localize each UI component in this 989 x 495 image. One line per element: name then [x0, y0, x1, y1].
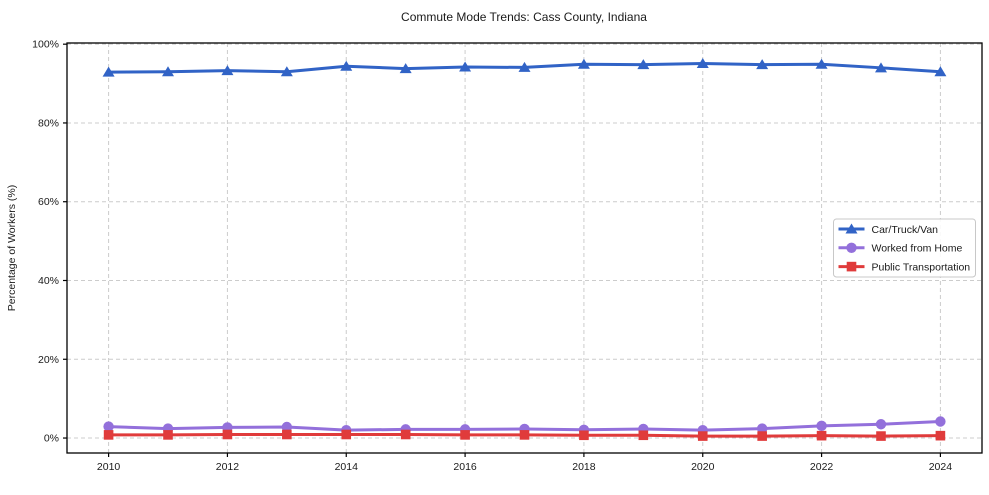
marker-car-truck-van-2011	[162, 66, 175, 77]
marker-worked-from-home-2023	[875, 419, 887, 430]
marker-car-truck-van-2022	[815, 58, 828, 69]
marker-public-transportation-2012	[222, 429, 233, 440]
marker-worked-from-home-2021	[756, 423, 768, 434]
x-tick-label-2024: 2024	[929, 461, 953, 473]
marker-public-transportation-2024	[935, 430, 946, 441]
marker-worked-from-home-2013	[281, 421, 293, 433]
marker-car-truck-van-2021	[756, 59, 769, 70]
x-tick-label-2012: 2012	[216, 461, 240, 473]
marker-car-truck-van-2020	[696, 57, 709, 68]
marker-car-truck-van-2014	[340, 60, 353, 71]
marker-worked-from-home-2010	[103, 421, 114, 432]
marker-worked-from-home-2024	[935, 416, 946, 427]
marker-public-transportation-2016	[460, 430, 470, 440]
y-axis-label: Percentage of Workers (%)	[6, 185, 18, 311]
marker-car-truck-van-2012	[221, 65, 234, 76]
legend: Car/Truck/Van Worked from Home Public Tran…	[833, 218, 976, 278]
marker-car-truck-van-2013	[280, 66, 293, 77]
y-tick-label-60: 60%	[38, 196, 59, 208]
marker-public-transportation-2023	[876, 431, 886, 441]
marker-car-truck-van-2018	[577, 58, 590, 69]
legend-marker-car-truck-van	[845, 223, 858, 234]
y-tick-label-0: 0%	[44, 433, 59, 445]
x-tick-label-2018: 2018	[572, 461, 596, 473]
marker-public-transportation-2013	[282, 429, 292, 440]
plot-border	[66, 42, 983, 454]
legend-label-worked-from-home: Worked from Home	[872, 243, 963, 255]
y-tick-label-80: 80%	[38, 117, 59, 129]
marker-public-transportation-2015	[400, 429, 411, 440]
marker-car-truck-van-2016	[459, 61, 472, 72]
marker-car-truck-van-2010	[102, 66, 115, 77]
legend-marker-worked-from-home	[846, 242, 857, 253]
y-tick-label-20: 20%	[38, 354, 59, 366]
marker-public-transportation-2017	[519, 430, 530, 440]
marker-car-truck-van-2023	[874, 62, 887, 73]
marker-public-transportation-2011	[163, 430, 173, 440]
marker-car-truck-van-2019	[637, 59, 650, 70]
y-tick-label-100: 100%	[32, 39, 59, 51]
x-tick-label-2022: 2022	[810, 461, 834, 473]
legend-marker-public-transportation	[846, 261, 857, 272]
marker-car-truck-van-2015	[399, 63, 412, 74]
axis-ticks: 0% 20% 40% 60% 80% 100% 2010 2012 2014 2016 2018 20…	[32, 39, 952, 473]
marker-car-truck-van-2024	[934, 66, 947, 77]
x-tick-label-2020: 2020	[691, 461, 715, 473]
chart-title: Commute Mode Trends: Cass County, Indian…	[401, 10, 647, 24]
legend-label-public-transportation: Public Transportation	[872, 261, 971, 273]
marker-public-transportation-2010	[103, 430, 114, 440]
marker-car-truck-van-2017	[518, 61, 531, 72]
marker-public-transportation-2014	[341, 429, 352, 440]
marker-public-transportation-2018	[579, 430, 589, 441]
marker-public-transportation-2020	[697, 431, 708, 441]
y-tick-label-40: 40%	[38, 275, 59, 287]
x-tick-label-2010: 2010	[97, 461, 121, 473]
data-series	[102, 57, 947, 441]
x-tick-label-2014: 2014	[335, 461, 359, 473]
marker-public-transportation-2021	[757, 431, 767, 441]
marker-worked-from-home-2022	[816, 420, 827, 432]
marker-public-transportation-2022	[816, 430, 827, 441]
marker-public-transportation-2019	[638, 430, 649, 441]
legend-label-car-truck-van: Car/Truck/Van	[872, 224, 939, 236]
x-tick-label-2016: 2016	[453, 461, 477, 473]
legend-box	[833, 218, 976, 278]
